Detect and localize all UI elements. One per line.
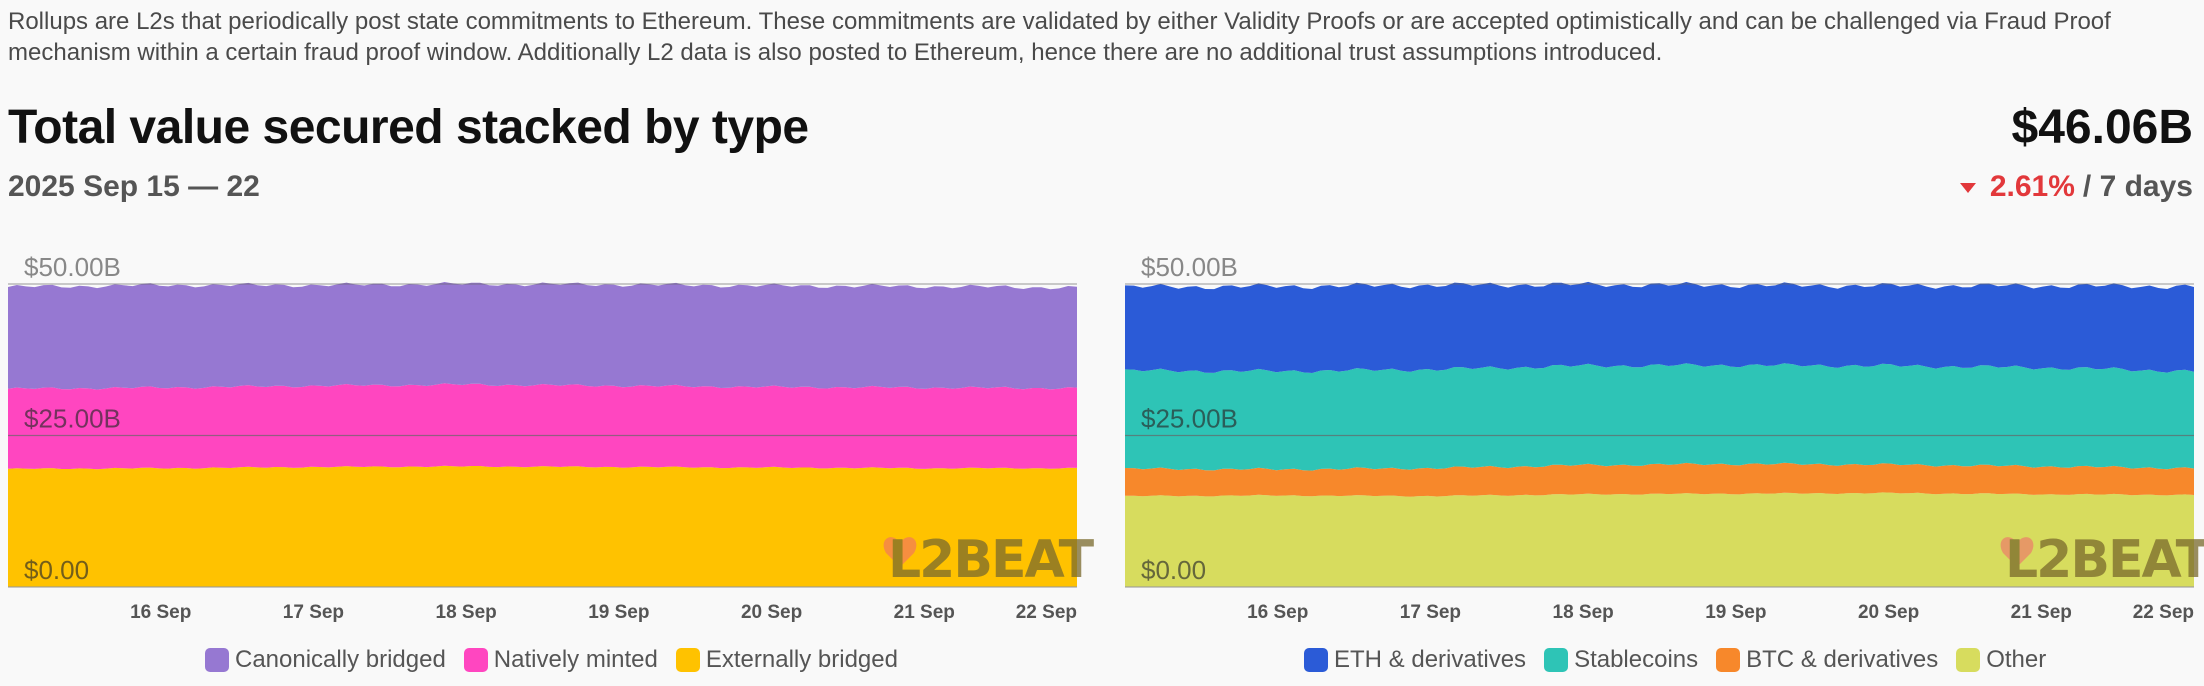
x-tick-label: 18 Sep xyxy=(436,602,497,623)
date-range: 2025 Sep 15 — 22 xyxy=(8,170,260,203)
y-tick-label: $25.00B xyxy=(1141,404,1238,434)
chart-by-bridge-type[interactable]: $0.00 $25.00B $50.00B 16 Sep 17 Sep 18 Sep 19 … xyxy=(8,240,1097,640)
legend-label: Canonically bridged xyxy=(235,646,446,673)
area-eth-derivatives[interactable] xyxy=(1125,281,2194,373)
chart-svg[interactable]: $0.00 $25.00B $50.00B 16 Sep 17 Sep 18 Sep 19 … xyxy=(8,240,1097,640)
legend-item[interactable]: BTC & derivatives xyxy=(1716,646,1938,674)
legend-label: Natively minted xyxy=(493,646,658,673)
x-tick-label: 20 Sep xyxy=(1858,602,1919,623)
chart-by-asset-type[interactable]: $0.00 $25.00B $50.00B 16 Sep 17 Sep 18 Sep 19 … xyxy=(1125,240,2204,640)
legend-item[interactable]: Other xyxy=(1956,646,2046,674)
y-tick-label: $0.00 xyxy=(24,555,89,585)
x-tick-label: 22 Sep xyxy=(1016,602,1077,623)
down-arrow-icon xyxy=(1959,183,1976,193)
total-value: $46.06B xyxy=(2011,101,2193,154)
x-tick-label: 17 Sep xyxy=(1400,602,1461,623)
chart-svg[interactable]: $0.00 $25.00B $50.00B 16 Sep 17 Sep 18 Sep 19 … xyxy=(1125,240,2204,640)
legend-label: BTC & derivatives xyxy=(1746,646,1939,673)
legend-item[interactable]: ETH & derivatives xyxy=(1304,646,1526,674)
x-tick-label: 16 Sep xyxy=(130,602,191,623)
legend-by-bridge-type: Canonically bridged Natively minted Extern… xyxy=(205,646,898,674)
x-tick-label: 21 Sep xyxy=(2011,602,2072,623)
legend-swatch xyxy=(1544,648,1569,672)
area-stablecoins[interactable] xyxy=(1125,363,2194,471)
area-btc-derivatives[interactable] xyxy=(1125,462,2194,497)
legend-swatch xyxy=(205,648,229,672)
legend-swatch xyxy=(1956,648,1981,672)
legend-swatch xyxy=(1716,648,1741,672)
legend-item[interactable]: Canonically bridged xyxy=(205,646,446,674)
watermark-logo: L2BEAT xyxy=(883,530,1097,590)
legend-label: Stablecoins xyxy=(1574,646,1699,673)
x-tick-label: 19 Sep xyxy=(588,602,649,623)
change-percent: 2.61% xyxy=(1989,170,2075,203)
legend-swatch xyxy=(463,648,488,672)
watermark-logo: L2BEAT xyxy=(2000,530,2204,590)
area-natively-minted[interactable] xyxy=(8,383,1077,470)
area-canonically-bridged[interactable] xyxy=(8,282,1077,390)
legend-swatch xyxy=(1304,648,1328,672)
x-tick-label: 20 Sep xyxy=(741,602,802,623)
x-tick-label: 22 Sep xyxy=(2133,602,2194,623)
section-description: Rollups are L2s that periodically post s… xyxy=(8,8,2111,66)
svg-text:L2BEAT: L2BEAT xyxy=(888,530,1095,590)
legend-item[interactable]: Stablecoins xyxy=(1544,646,1698,674)
legend-label: Other xyxy=(1986,646,2047,673)
change-summary: 2.61% / 7 days xyxy=(1959,170,2193,204)
change-period: / 7 days xyxy=(2082,170,2193,203)
x-tick-label: 17 Sep xyxy=(283,602,344,623)
area-other[interactable] xyxy=(1125,492,2194,587)
legend-label: ETH & derivatives xyxy=(1334,646,1527,673)
area-externally-bridged[interactable] xyxy=(8,465,1077,587)
y-tick-label: $50.00B xyxy=(24,252,121,282)
legend-item[interactable]: Externally bridged xyxy=(675,646,898,674)
legend-item[interactable]: Natively minted xyxy=(463,646,658,674)
y-tick-label: $25.00B xyxy=(24,404,121,434)
legend-by-asset-type: ETH & derivatives Stablecoins BTC & deriva… xyxy=(1304,646,2046,674)
legend-swatch xyxy=(675,648,700,672)
y-tick-label: $0.00 xyxy=(1141,555,1206,585)
x-tick-label: 18 Sep xyxy=(1553,602,1614,623)
y-tick-label: $50.00B xyxy=(1141,252,1238,282)
x-tick-label: 16 Sep xyxy=(1247,602,1308,623)
x-tick-label: 19 Sep xyxy=(1705,602,1766,623)
legend-label: Externally bridged xyxy=(705,646,898,673)
x-tick-label: 21 Sep xyxy=(894,602,955,623)
chart-title: Total value secured stacked by type xyxy=(8,101,809,154)
svg-text:L2BEAT: L2BEAT xyxy=(2005,530,2204,590)
